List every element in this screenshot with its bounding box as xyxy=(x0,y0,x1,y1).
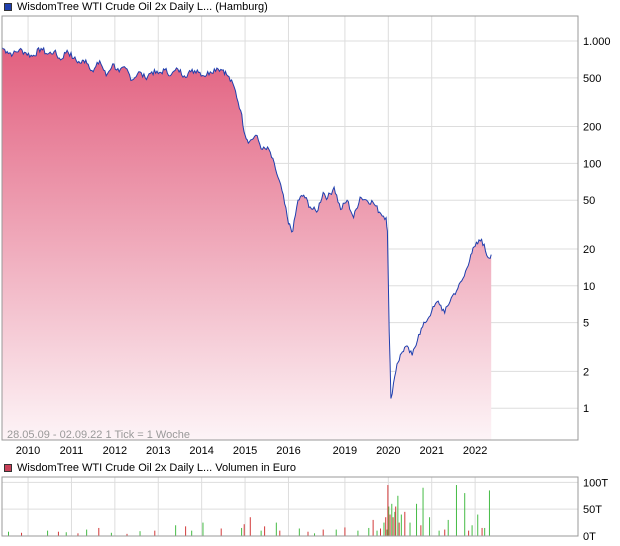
x-tick-label: 2022 xyxy=(463,445,487,457)
y-tick-label: 20 xyxy=(583,244,595,256)
x-tick-label: 2016 xyxy=(276,445,300,457)
x-tick-label: 2012 xyxy=(103,445,127,457)
main-chart-legend: WisdomTree WTI Crude Oil 2x Daily L... (… xyxy=(4,0,268,14)
volume-y-tick-label: 50T xyxy=(583,504,602,516)
price-area xyxy=(2,47,492,441)
y-tick-label: 2 xyxy=(583,366,589,378)
volume-grid xyxy=(2,477,578,537)
price-swatch-icon xyxy=(4,3,12,11)
y-tick-label: 200 xyxy=(583,122,601,134)
y-tick-label: 500 xyxy=(583,73,601,85)
volume-bars xyxy=(8,485,490,536)
volume-chart-legend: WisdomTree WTI Crude Oil 2x Daily L... V… xyxy=(4,461,296,475)
x-tick-label: 2014 xyxy=(189,445,213,457)
date-range-note: 28.05.09 - 02.09.22 1 Tick = 1 Woche xyxy=(7,429,190,441)
main-x-axis: 2010 2011 2012 2013 2014 2015 2016 2019 2020 2021… xyxy=(16,445,488,457)
volume-y-tick-label: 100T xyxy=(583,477,608,489)
y-tick-label: 5 xyxy=(583,318,589,330)
x-tick-label: 2010 xyxy=(16,445,40,457)
main-y-axis: 1.000 500 200 100 50 20 10 5 2 1 xyxy=(583,36,611,415)
volume-plot-frame xyxy=(1,476,579,537)
y-tick-label: 1.000 xyxy=(583,36,611,48)
x-tick-label: 2015 xyxy=(233,445,257,457)
volume-y-tick-label: 0T xyxy=(583,531,596,543)
main-legend-label: WisdomTree WTI Crude Oil 2x Daily L... (… xyxy=(17,1,268,13)
main-plot-frame xyxy=(1,15,579,441)
y-tick-label: 50 xyxy=(583,195,595,207)
volume-y-axis: 100T 50T 0T xyxy=(583,477,608,543)
price-line xyxy=(1,46,492,399)
x-tick-label: 2013 xyxy=(146,445,170,457)
volume-swatch-icon xyxy=(4,464,12,472)
y-tick-label: 1 xyxy=(583,403,589,415)
x-tick-label: 2020 xyxy=(376,445,400,457)
volume-legend-label: WisdomTree WTI Crude Oil 2x Daily L... V… xyxy=(17,462,296,474)
y-tick-label: 100 xyxy=(583,158,601,170)
y-tick-label: 10 xyxy=(583,281,595,293)
x-tick-label: 2019 xyxy=(333,445,357,457)
x-tick-label: 2011 xyxy=(60,445,84,457)
x-tick-label: 2021 xyxy=(419,445,443,457)
